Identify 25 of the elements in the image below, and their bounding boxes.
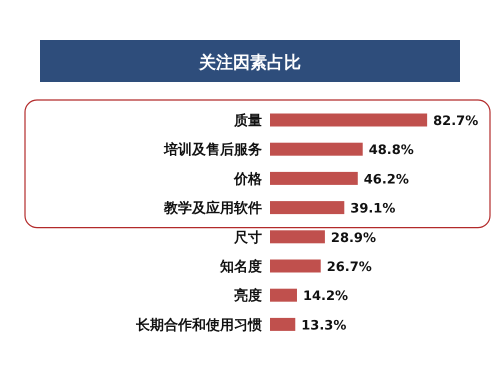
bar	[270, 201, 344, 214]
y-tick-label: 价格	[233, 171, 263, 188]
bar	[270, 260, 321, 272]
bar	[270, 318, 296, 331]
data-label: 82.7%	[433, 114, 478, 129]
data-label: 28.9%	[330, 230, 376, 246]
data-label: 48.8%	[368, 143, 414, 158]
data-label: 13.3%	[301, 318, 346, 334]
y-tick-label: 质量	[233, 112, 262, 129]
y-tick-label: 长期合作和使用习惯	[135, 317, 262, 334]
chart-title: 关注因素占比	[198, 53, 301, 73]
data-label: 46.2%	[364, 172, 409, 188]
y-tick-label: 培训及售后服务	[163, 141, 262, 158]
y-tick-label: 知名度	[219, 258, 262, 275]
bar	[270, 172, 358, 185]
bar	[270, 142, 363, 156]
bar	[270, 114, 428, 126]
y-tick-label: 尺寸	[233, 230, 262, 246]
bar	[270, 288, 297, 302]
bar	[270, 230, 325, 244]
data-label: 39.1%	[350, 202, 396, 217]
y-tick-label: 亮度	[233, 287, 262, 304]
data-label: 14.2%	[302, 289, 348, 304]
data-label: 26.7%	[326, 260, 372, 275]
y-tick-label: 教学及应用软件	[163, 200, 262, 217]
